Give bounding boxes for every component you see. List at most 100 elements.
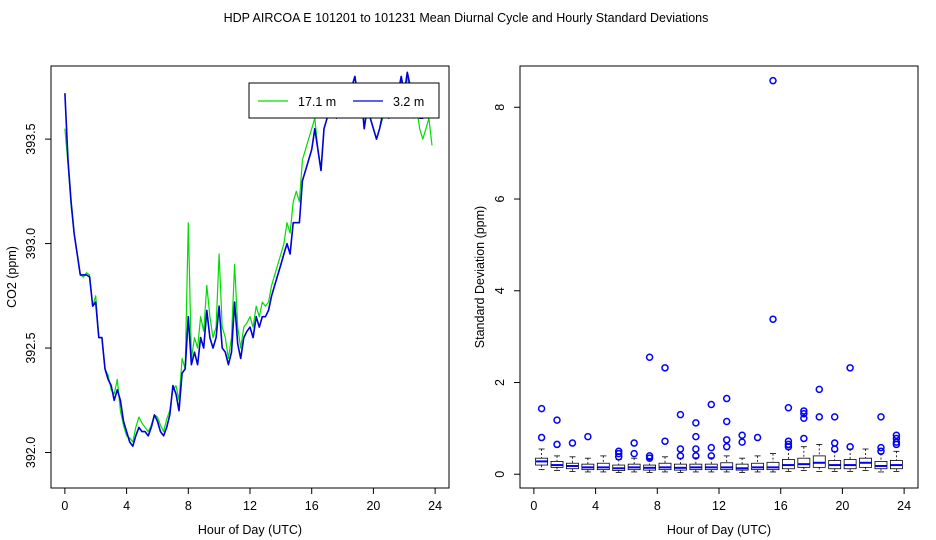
boxplot (674, 410, 687, 473)
outlier-point (630, 439, 638, 447)
outlier-point (830, 413, 839, 421)
outlier-point (707, 443, 716, 452)
right-y-tick-label: 6 (493, 195, 507, 202)
left-x-tick-label: 8 (185, 499, 192, 513)
boxplot (782, 403, 795, 472)
outlier-point (800, 409, 808, 418)
outlier-point (584, 432, 592, 441)
outlier-point (692, 445, 700, 453)
right-x-tick-label: 8 (654, 499, 661, 513)
outlier-point (815, 385, 824, 394)
left-plot-frame (50, 65, 450, 489)
legend: 17.1 m 3.2 m (248, 82, 440, 119)
outlier-point (738, 431, 746, 439)
outlier-point (568, 439, 577, 447)
outlier-point (630, 449, 638, 458)
left-y-axis-label: CO2 (ppm) (5, 246, 19, 308)
outlier-point (846, 364, 854, 372)
outlier-point (614, 447, 623, 456)
boxplot (751, 433, 764, 473)
left-x-axis-label: Hour of Day (UTC) (198, 523, 302, 537)
outlier-point (661, 437, 669, 445)
boxplot (566, 439, 579, 472)
outlier-point (877, 413, 885, 421)
outlier-point (830, 439, 839, 447)
right-y-axis-label: Standard Deviation (ppm) (473, 206, 487, 348)
chart-title: HDP AIRCOA E 101201 to 101231 Mean Diurn… (224, 11, 709, 25)
iqr-box (735, 463, 749, 471)
left-y-tick-label: 392.0 (24, 437, 38, 468)
legend-box (248, 82, 440, 119)
outlier-point (676, 445, 685, 453)
outlier-point (537, 433, 546, 442)
boxplot (720, 394, 734, 473)
right-x-tick-label: 0 (530, 499, 537, 513)
right-x-tick-label: 24 (897, 499, 911, 513)
outlier-point (800, 407, 808, 415)
outlier-point (676, 410, 685, 419)
outlier-point (800, 434, 808, 443)
boxplot (766, 76, 780, 473)
outlier-point (661, 364, 669, 372)
outlier-point (692, 452, 700, 460)
boxplot (689, 419, 703, 473)
legend-label-series-1: 17.1 m (298, 95, 336, 109)
boxplot (843, 364, 857, 472)
outlier-point (815, 413, 824, 421)
outlier-point (722, 417, 731, 426)
right-y-tick-label: 2 (493, 379, 507, 386)
outlier-point (753, 433, 762, 442)
outlier-point (707, 452, 716, 460)
boxplot (596, 455, 610, 473)
iqr-box (812, 455, 826, 468)
left-x-tick-label: 0 (61, 499, 68, 513)
outlier-point (537, 404, 546, 413)
series-line-1 (64, 75, 433, 443)
left-axes: 0 4 8 12 16 20 24 392.0 392.5 393.0 393.5 (24, 123, 442, 513)
outlier-point (645, 452, 654, 460)
right-x-tick-label: 20 (835, 499, 849, 513)
left-x-tick-label: 16 (305, 499, 319, 513)
outlier-point (722, 436, 731, 444)
outlier-point (692, 432, 700, 441)
outlier-point (892, 431, 901, 439)
left-x-tick-label: 24 (428, 499, 442, 513)
left-y-tick-label: 392.5 (24, 332, 38, 363)
left-panel: 0 4 8 12 16 20 24 392.0 392.5 393.0 393.5 Hour of … (5, 65, 450, 537)
boxplot (658, 364, 672, 473)
outlier-point (645, 454, 654, 462)
right-x-axis-label: Hour of Day (UTC) (667, 523, 771, 537)
boxplot (828, 413, 842, 472)
outlier-point (892, 438, 901, 446)
outlier-point (784, 440, 793, 449)
boxplot (874, 413, 888, 473)
right-y-tick-label: 8 (493, 104, 507, 111)
left-x-tick-label: 12 (243, 499, 257, 513)
boxplot (627, 439, 641, 473)
outlier-point (614, 449, 623, 458)
outlier-point (769, 315, 777, 323)
outlier-point (676, 452, 685, 460)
outlier-point (722, 394, 731, 403)
outlier-point (707, 400, 716, 409)
outlier-point (892, 434, 901, 443)
outlier-point (645, 353, 654, 362)
iqr-box (720, 462, 734, 471)
left-series-group (64, 71, 433, 448)
outlier-point (877, 443, 885, 452)
left-x-tick-label: 20 (366, 499, 380, 513)
outlier-point (800, 414, 808, 423)
boxplot (797, 407, 811, 471)
boxplot (890, 431, 903, 472)
left-x-tick-label: 4 (123, 499, 130, 513)
outlier-point (738, 438, 746, 446)
boxplot-group (535, 76, 903, 473)
legend-label-series-2: 3.2 m (393, 95, 424, 109)
right-plot-frame (519, 65, 919, 489)
iqr-box (766, 461, 780, 471)
right-x-tick-label: 16 (774, 499, 788, 513)
boxplot (704, 400, 718, 473)
boxplot (643, 353, 656, 473)
